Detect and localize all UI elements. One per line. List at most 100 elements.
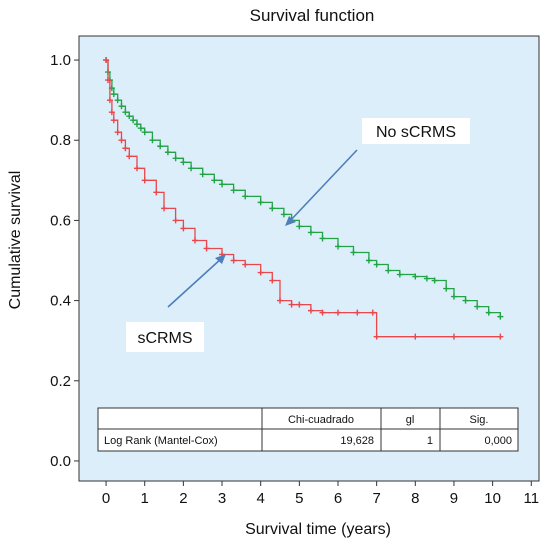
series-1-censor-mark-29 xyxy=(369,309,376,316)
x-axis-label: Survival time (years) xyxy=(245,521,391,538)
arrow-no-scrms xyxy=(285,149,358,226)
series-0-censor-mark-32 xyxy=(350,249,357,256)
series-1-censor-mark-15 xyxy=(191,237,198,244)
series-1-censor-mark-3 xyxy=(108,109,115,116)
y-tick-label-4: 0.8 xyxy=(50,132,71,149)
x-tick-label-3: 3 xyxy=(218,490,226,507)
label-box-scrms xyxy=(126,322,204,352)
series-1-censor-mark-0 xyxy=(103,57,110,64)
series-1-censor-mark-8 xyxy=(126,153,133,160)
series-0-censor-mark-24 xyxy=(257,199,264,206)
series-0-censor-mark-20 xyxy=(211,177,218,184)
series-0-censor-mark-22 xyxy=(230,187,237,194)
series-0-censor-mark-23 xyxy=(242,193,249,200)
series-1-censor-mark-27 xyxy=(334,309,341,316)
series-0-censor-mark-38 xyxy=(423,275,430,282)
series-0-censor-mark-44 xyxy=(485,309,492,316)
y-tick-label-3: 0.6 xyxy=(50,212,71,229)
table-row-label: Log Rank (Mantel-Cox) xyxy=(104,435,218,447)
plot-area xyxy=(78,35,540,482)
series-1-censor-mark-4 xyxy=(110,117,117,124)
x-tick-label-4: 4 xyxy=(257,490,265,507)
series-0-censor-mark-7 xyxy=(122,109,129,116)
series-1-censor-mark-24 xyxy=(296,301,303,308)
label-scrms: sCRMS xyxy=(137,330,192,347)
x-tick-label-5: 5 xyxy=(295,490,303,507)
y-tick-label-2: 0.4 xyxy=(50,293,71,310)
series-0-censor-mark-36 xyxy=(396,271,403,278)
series-0-censor-mark-30 xyxy=(319,235,326,242)
y-axis-label: Cumulative survival xyxy=(7,171,24,310)
series-0-censor-mark-4 xyxy=(110,91,117,98)
series-1-censor-mark-18 xyxy=(230,257,237,264)
series-0-censor-mark-18 xyxy=(188,165,195,172)
series-0-censor-mark-40 xyxy=(443,285,450,292)
series-1-censor-mark-7 xyxy=(122,145,129,152)
series-1-censor-mark-32 xyxy=(450,333,457,340)
x-tick-label-1: 1 xyxy=(141,490,149,507)
series-1-censor-mark-6 xyxy=(118,137,125,144)
series-1-censor-mark-10 xyxy=(141,177,148,184)
series-1-censor-mark-26 xyxy=(319,309,326,316)
series-0-censor-mark-10 xyxy=(133,121,140,128)
series-0-censor-mark-33 xyxy=(365,257,372,264)
y-tick-label-5: 1.0 xyxy=(50,52,71,69)
series-0-censor-mark-39 xyxy=(431,277,438,284)
series-1-censor-mark-21 xyxy=(269,277,276,284)
x-tick-label-8: 8 xyxy=(411,490,419,507)
label-no-scrms: No sCRMS xyxy=(376,124,456,141)
series-0-censor-mark-45 xyxy=(497,313,504,320)
series-1-censor-mark-20 xyxy=(257,269,264,276)
series-1-censor-mark-25 xyxy=(307,307,314,314)
table-gl-value: 1 xyxy=(427,435,433,447)
series-1-censor-mark-30 xyxy=(373,333,380,340)
table-header-chi: Chi-cuadrado xyxy=(288,414,354,426)
series-1-censor-mark-31 xyxy=(412,333,419,340)
x-tick-label-6: 6 xyxy=(334,490,342,507)
series-1-censor-mark-12 xyxy=(161,205,168,212)
series-1-censor-mark-13 xyxy=(172,217,179,224)
series-1-censor-mark-11 xyxy=(153,189,160,196)
series-0-censor-mark-17 xyxy=(180,159,187,166)
series-0-censor-mark-41 xyxy=(450,293,457,300)
series-0-censor-mark-42 xyxy=(462,297,469,304)
x-tick-label-10: 10 xyxy=(484,490,501,507)
series-0-censor-mark-9 xyxy=(130,117,137,124)
series-0-censor-mark-21 xyxy=(219,181,226,188)
series-0-censor-mark-26 xyxy=(280,211,287,218)
x-tick-label-2: 2 xyxy=(179,490,187,507)
series-1-censor-mark-19 xyxy=(242,261,249,268)
series-0-censor-mark-8 xyxy=(126,113,133,120)
series-1-censor-mark-16 xyxy=(203,245,210,252)
series-0-censor-mark-14 xyxy=(157,143,164,150)
series-0-censor-mark-15 xyxy=(164,149,171,156)
x-tick-label-9: 9 xyxy=(450,490,458,507)
series-0-censor-mark-19 xyxy=(199,171,206,178)
series-0-censor-mark-34 xyxy=(373,261,380,268)
log-rank-table: Chi-cuadrado gl Sig. Log Rank (Mantel-Co… xyxy=(97,407,519,452)
series-0-censor-mark-5 xyxy=(114,97,121,104)
series-0-censor-mark-37 xyxy=(412,273,419,280)
series-1-censor-mark-23 xyxy=(288,301,295,308)
series-0-censor-mark-43 xyxy=(474,303,481,310)
series-1-censor-mark-1 xyxy=(104,77,111,84)
chart-title: Survival function xyxy=(250,6,375,25)
table-chi-value: 19,628 xyxy=(340,435,374,447)
x-tick-label-7: 7 xyxy=(372,490,380,507)
y-tick-label-1: 0.2 xyxy=(50,373,71,390)
y-tick-label-0: 0.0 xyxy=(50,453,71,470)
series-1-censor-mark-33 xyxy=(497,333,504,340)
series-0-censor-mark-13 xyxy=(149,137,156,144)
series-0-censor-mark-28 xyxy=(296,223,303,230)
table-sig-value: 0,000 xyxy=(484,435,512,447)
series-0-censor-mark-12 xyxy=(141,129,148,136)
table-header-sig: Sig. xyxy=(470,414,489,426)
x-tick-label-11: 11 xyxy=(523,490,539,507)
series-0-censor-mark-16 xyxy=(172,155,179,162)
series-0-censor-mark-6 xyxy=(118,103,125,110)
series-1-censor-mark-5 xyxy=(114,129,121,136)
table-header-gl: gl xyxy=(406,414,415,426)
series-0-censor-mark-25 xyxy=(269,205,276,212)
series-0-censor-mark-31 xyxy=(334,243,341,250)
